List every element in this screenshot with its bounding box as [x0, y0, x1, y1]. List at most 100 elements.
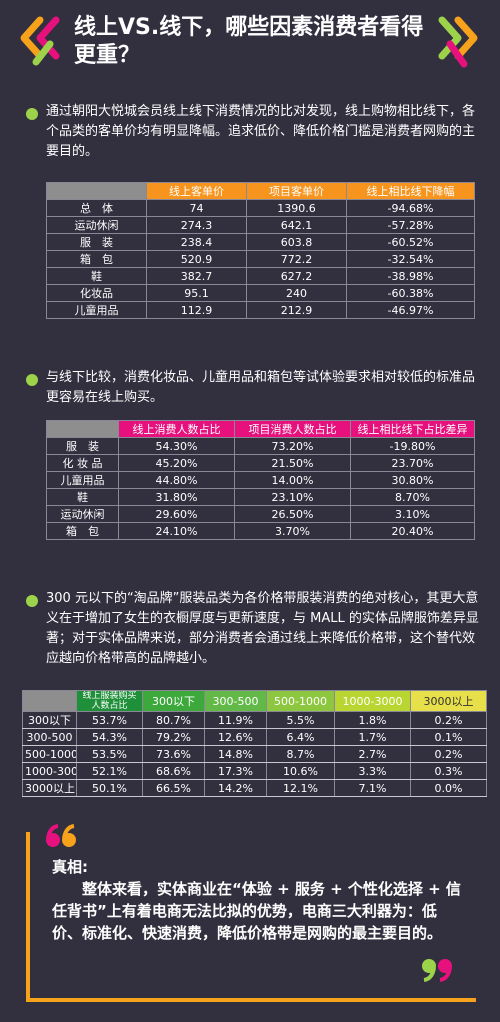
- row-label: 化 妆 品: [46, 454, 119, 472]
- bullet-icon: [26, 595, 38, 607]
- row-label: 鞋: [46, 488, 119, 506]
- table-cell: 74: [146, 199, 247, 217]
- table-cell: 3.70%: [234, 522, 351, 540]
- table-row: 300以下 53.7% 80.7% 11.9% 5.5% 1.8% 0.2%: [22, 711, 487, 729]
- chevron-left-decoration-icon: [14, 14, 68, 72]
- table-cell: -60.38%: [346, 284, 475, 302]
- bullet-icon: [26, 108, 38, 120]
- table-cell: -38.98%: [346, 267, 475, 285]
- row-label: 箱 包: [46, 250, 147, 268]
- table-header-cell: 线上相比线下降幅: [346, 182, 475, 200]
- table-header-cell: 项目消费人数占比: [234, 420, 351, 438]
- table-cell: 240: [246, 284, 347, 302]
- row-label: 300-500: [22, 728, 77, 746]
- row-label: 1000-3000: [22, 762, 77, 780]
- table-row: 化妆品 95.1 240 -60.38%: [46, 284, 475, 302]
- bullet-icon: [26, 374, 38, 386]
- table-cell: 0.2%: [410, 711, 487, 729]
- table-row: 鞋 31.80% 23.10% 8.70%: [46, 488, 475, 506]
- table-cell: 1.8%: [334, 711, 411, 729]
- table-cell: 772.2: [246, 250, 347, 268]
- table-row: 箱 包 520.9 772.2 -32.54%: [46, 250, 475, 268]
- row-label: 鞋: [46, 267, 147, 285]
- table-row: 儿童用品 44.80% 14.00% 30.80%: [46, 471, 475, 489]
- table-header-cell: 线上客单价: [146, 182, 247, 200]
- table-cell: 80.7%: [142, 711, 205, 729]
- table-row: 服 装 238.4 603.8 -60.52%: [46, 233, 475, 251]
- table-row: 500-1000 53.5% 73.6% 14.8% 8.7% 2.7% 0.2…: [22, 745, 487, 763]
- table-header-cell: 线上服装购买人数占比: [76, 690, 143, 712]
- row-label: 儿童用品: [46, 301, 147, 319]
- row-label: 3000以上: [22, 779, 77, 797]
- table-cell: 68.6%: [142, 762, 205, 780]
- table-cell: 73.6%: [142, 745, 205, 763]
- table-cell: 6.4%: [266, 728, 335, 746]
- chevron-right-decoration-icon: [430, 14, 486, 72]
- table-cell: 603.8: [246, 233, 347, 251]
- row-label: 300以下: [22, 711, 77, 729]
- row-label: 总 体: [46, 199, 147, 217]
- table-cell: 17.3%: [204, 762, 267, 780]
- table-header-cell: 300-500: [204, 690, 267, 712]
- table-cell: 8.70%: [350, 488, 475, 506]
- table-cell: 20.40%: [350, 522, 475, 540]
- table-cell: 627.2: [246, 267, 347, 285]
- table-header-cell: 3000以上: [410, 690, 487, 712]
- table-cell: 12.6%: [204, 728, 267, 746]
- table-cell: 50.1%: [76, 779, 143, 797]
- table-cell: 8.7%: [266, 745, 335, 763]
- table-header-cell: [22, 690, 77, 712]
- row-label: 箱 包: [46, 522, 119, 540]
- close-quote-icon: [418, 956, 454, 986]
- table-cell: 26.50%: [234, 505, 351, 523]
- table-cell: 12.1%: [266, 779, 335, 797]
- table-cell: 21.50%: [234, 454, 351, 472]
- table-row: 1000-3000 52.1% 68.6% 17.3% 10.6% 3.3% 0…: [22, 762, 487, 780]
- conclusion-heading: 真相:: [52, 858, 88, 876]
- conclusion: 真相: 整体来看，实体商业在“体验 + 服务 + 个性化选择 + 信任背书”上有…: [52, 856, 462, 944]
- table-cell: 10.6%: [266, 762, 335, 780]
- table-cell: 23.10%: [234, 488, 351, 506]
- table-cell: -94.68%: [346, 199, 475, 217]
- table-cell: 5.5%: [266, 711, 335, 729]
- table-cell: 45.20%: [118, 454, 235, 472]
- table-cell: 79.2%: [142, 728, 205, 746]
- table-header-cell: 项目客单价: [246, 182, 347, 200]
- table-cell: 3.10%: [350, 505, 475, 523]
- table-cell: 520.9: [146, 250, 247, 268]
- table-cell: 14.00%: [234, 471, 351, 489]
- table-cell: -19.80%: [350, 437, 475, 455]
- table-cell: 14.8%: [204, 745, 267, 763]
- table-cell: 642.1: [246, 216, 347, 234]
- table-cell: 53.7%: [76, 711, 143, 729]
- row-label: 化妆品: [46, 284, 147, 302]
- table-cell: 7.1%: [334, 779, 411, 797]
- table-cell: 212.9: [246, 301, 347, 319]
- table-cell: 44.80%: [118, 471, 235, 489]
- row-label: 儿童用品: [46, 471, 119, 489]
- section-3-text: 300 元以下的“淘品牌”服装品类为各价格带服装消费的绝对核心，其更大意义在于增…: [46, 591, 479, 666]
- table-price-band: 线上服装购买人数占比 300以下 300-500 500-1000 1000-3…: [22, 690, 487, 797]
- table-cell: 3.3%: [334, 762, 411, 780]
- table-cell: 95.1: [146, 284, 247, 302]
- row-label: 服 装: [46, 233, 147, 251]
- table-cell: 2.7%: [334, 745, 411, 763]
- table-cell: 0.3%: [410, 762, 487, 780]
- row-label: 运动休闲: [46, 216, 147, 234]
- table-avg-price: 线上客单价 项目客单价 线上相比线下降幅 总 体 74 1390.6 -94.6…: [46, 182, 475, 319]
- table-cell: 112.9: [146, 301, 247, 319]
- table-header-cell: [46, 182, 147, 200]
- table-cell: 14.2%: [204, 779, 267, 797]
- table-cell: 24.10%: [118, 522, 235, 540]
- table-cell: 30.80%: [350, 471, 475, 489]
- table-row: 儿童用品 112.9 212.9 -46.97%: [46, 301, 475, 319]
- row-label: 服 装: [46, 437, 119, 455]
- table-cell: -60.52%: [346, 233, 475, 251]
- table-header-cell: 线上消费人数占比: [118, 420, 235, 438]
- table-row: 3000以上 50.1% 66.5% 14.2% 12.1% 7.1% 0.0%: [22, 779, 487, 797]
- table-header-cell: 线上相比线下占比差异: [350, 420, 475, 438]
- table-cell: 53.5%: [76, 745, 143, 763]
- table-cell: 31.80%: [118, 488, 235, 506]
- table-cell: -46.97%: [346, 301, 475, 319]
- table-cell: 29.60%: [118, 505, 235, 523]
